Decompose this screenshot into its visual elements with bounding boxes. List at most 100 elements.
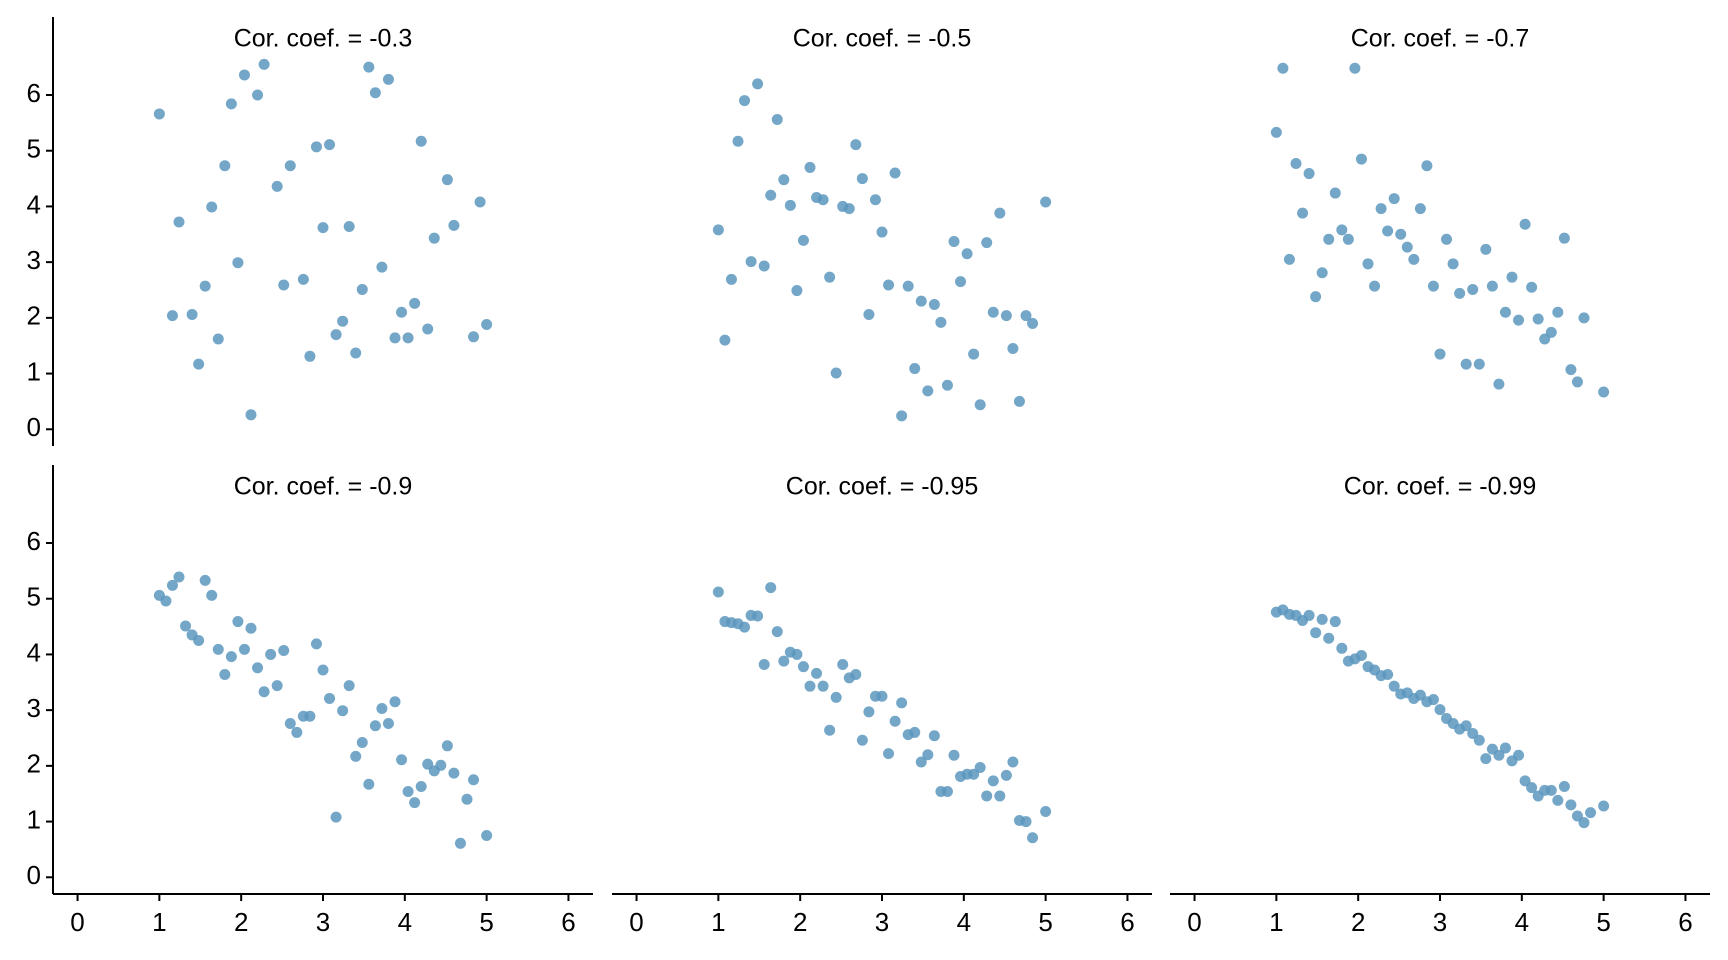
x-tick-label: 6 bbox=[561, 907, 575, 937]
point bbox=[1578, 312, 1590, 324]
point bbox=[1375, 203, 1387, 215]
point bbox=[356, 736, 368, 748]
point bbox=[1545, 784, 1557, 796]
point bbox=[981, 237, 993, 249]
point bbox=[850, 139, 862, 151]
point bbox=[1480, 753, 1492, 765]
point bbox=[330, 811, 342, 823]
x-tick-label: 3 bbox=[316, 907, 330, 937]
point bbox=[739, 95, 751, 107]
point bbox=[350, 750, 362, 762]
point bbox=[922, 749, 934, 761]
y-tick-label: 1 bbox=[27, 804, 41, 834]
point bbox=[817, 680, 829, 692]
point bbox=[1545, 326, 1557, 338]
point bbox=[428, 232, 440, 244]
point bbox=[1460, 358, 1472, 370]
point bbox=[1526, 281, 1538, 293]
point bbox=[1310, 291, 1322, 303]
point bbox=[448, 219, 460, 231]
point bbox=[271, 680, 283, 692]
point bbox=[811, 667, 823, 679]
point bbox=[712, 586, 724, 598]
point bbox=[1342, 233, 1354, 245]
point bbox=[199, 574, 211, 586]
point bbox=[232, 257, 244, 269]
point bbox=[889, 715, 901, 727]
point bbox=[1441, 233, 1453, 245]
point bbox=[745, 256, 757, 268]
point bbox=[1303, 168, 1315, 180]
point bbox=[732, 135, 744, 147]
point bbox=[1454, 287, 1466, 299]
panel-title: Cor. coef. = -0.99 bbox=[1344, 473, 1536, 501]
point bbox=[435, 759, 447, 771]
point bbox=[896, 697, 908, 709]
point bbox=[1316, 613, 1328, 625]
y-tick-label: 3 bbox=[27, 693, 41, 723]
point bbox=[941, 785, 953, 797]
point bbox=[778, 655, 790, 667]
point bbox=[238, 69, 250, 81]
point bbox=[337, 705, 349, 717]
point bbox=[199, 280, 211, 292]
point bbox=[928, 298, 940, 310]
point bbox=[1558, 780, 1570, 792]
point bbox=[804, 680, 816, 692]
point bbox=[1493, 749, 1505, 761]
point bbox=[369, 720, 381, 732]
point bbox=[902, 280, 914, 292]
point bbox=[1414, 203, 1426, 215]
point bbox=[1283, 253, 1295, 265]
point bbox=[883, 279, 895, 291]
point bbox=[1513, 314, 1525, 326]
point bbox=[1369, 280, 1381, 292]
point bbox=[987, 775, 999, 787]
x-tick-label: 5 bbox=[479, 907, 493, 937]
point bbox=[1027, 832, 1039, 844]
point bbox=[382, 718, 394, 730]
point bbox=[1467, 283, 1479, 295]
point bbox=[396, 306, 408, 318]
point bbox=[193, 358, 205, 370]
panel-title: Cor. coef. = -0.9 bbox=[234, 473, 413, 501]
point bbox=[765, 582, 777, 594]
point bbox=[863, 309, 875, 321]
point bbox=[1000, 769, 1012, 781]
point bbox=[1007, 343, 1019, 354]
point bbox=[252, 662, 264, 674]
point bbox=[1395, 228, 1407, 240]
point bbox=[1598, 800, 1610, 812]
point bbox=[941, 379, 953, 391]
point bbox=[1408, 253, 1420, 265]
point bbox=[461, 793, 473, 805]
x-tick-label: 2 bbox=[1351, 907, 1365, 937]
x-tick-label: 1 bbox=[152, 907, 166, 937]
point bbox=[1000, 310, 1012, 322]
point bbox=[1027, 317, 1039, 329]
point bbox=[376, 702, 388, 714]
point bbox=[1493, 378, 1505, 390]
point bbox=[193, 635, 205, 646]
point bbox=[284, 718, 296, 730]
x-tick-label: 0 bbox=[70, 907, 84, 937]
point bbox=[180, 620, 192, 632]
point bbox=[310, 141, 322, 153]
point bbox=[1506, 271, 1518, 283]
point bbox=[225, 98, 237, 110]
point bbox=[955, 276, 967, 288]
point bbox=[1007, 756, 1019, 768]
point bbox=[824, 724, 836, 736]
y-tick-label: 1 bbox=[27, 356, 41, 386]
y-tick-label: 5 bbox=[27, 582, 41, 612]
point bbox=[1434, 704, 1446, 716]
point bbox=[389, 332, 401, 344]
point bbox=[1552, 306, 1564, 318]
x-tick-label: 3 bbox=[1433, 907, 1447, 937]
point bbox=[863, 706, 875, 718]
point bbox=[363, 61, 375, 73]
point bbox=[265, 648, 277, 660]
point bbox=[1486, 280, 1498, 292]
point bbox=[1460, 720, 1472, 732]
